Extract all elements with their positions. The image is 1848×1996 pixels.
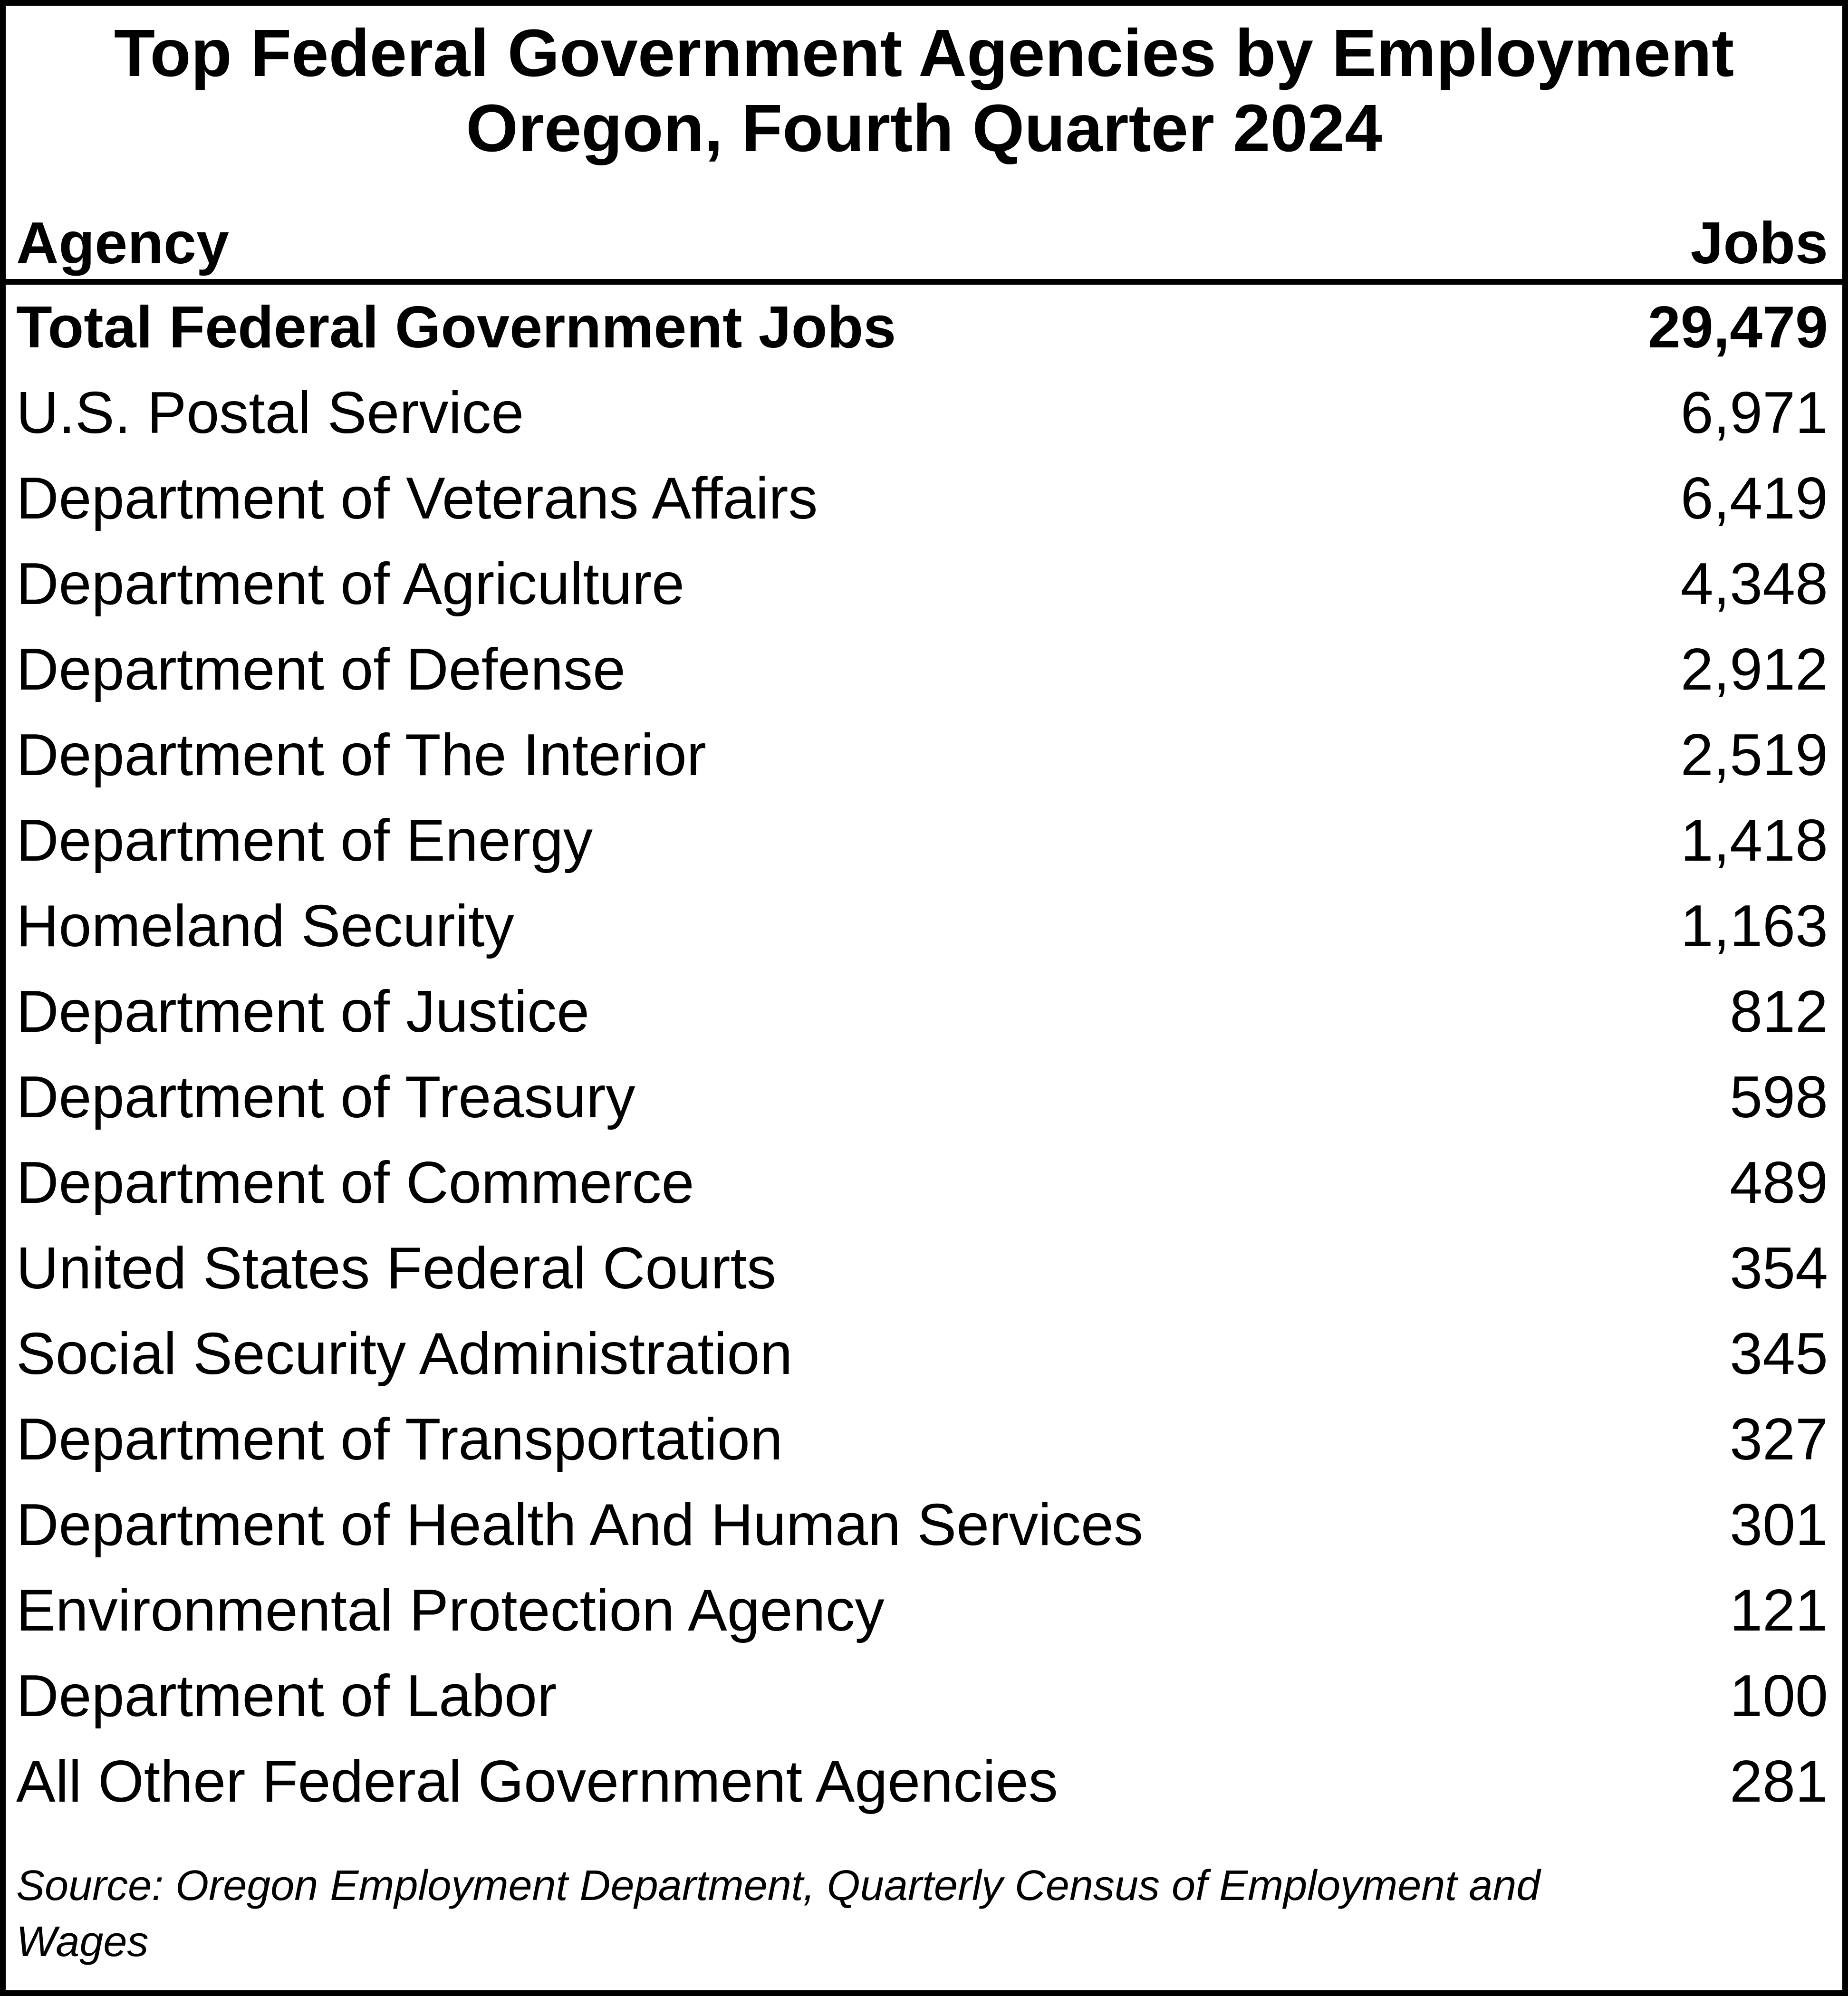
jobs-value-cell: 281 (1730, 1749, 1828, 1814)
jobs-value-cell: 354 (1730, 1236, 1828, 1301)
table-row: Department of Transportation 327 (6, 1397, 1842, 1482)
agency-name-cell: Department of Health And Human Services (16, 1492, 1143, 1558)
agency-name-cell: Homeland Security (16, 893, 514, 959)
table-row: All Other Federal Government Agencies 28… (6, 1739, 1842, 1824)
jobs-value-cell: 301 (1730, 1492, 1828, 1558)
jobs-value-cell: 100 (1730, 1663, 1828, 1729)
table-row: Department of Veterans Affairs 6,419 (6, 456, 1842, 541)
jobs-value-cell: 4,348 (1680, 551, 1828, 617)
table-row: Department of The Interior 2,519 (6, 712, 1842, 798)
agency-name-cell: Department of Agriculture (16, 551, 685, 617)
title-line-2: Oregon, Fourth Quarter 2024 (466, 90, 1382, 165)
table-row: United States Federal Courts 354 (6, 1226, 1842, 1311)
jobs-value-cell: 812 (1730, 979, 1828, 1045)
agency-name-cell: Department of Transportation (16, 1407, 783, 1472)
agency-name-cell: Total Federal Government Jobs (16, 295, 896, 360)
column-header-jobs: Jobs (1690, 211, 1828, 276)
jobs-value-cell: 121 (1730, 1578, 1828, 1643)
agency-name-cell: Department of Treasury (16, 1065, 635, 1130)
table-body: Total Federal Government Jobs 29,479 U.S… (6, 285, 1842, 1824)
table-row: Department of Treasury 598 (6, 1055, 1842, 1140)
agency-name-cell: Department of Commerce (16, 1150, 694, 1216)
source-note: Source: Oregon Employment Department, Qu… (6, 1858, 1842, 1970)
jobs-value-cell: 29,479 (1647, 295, 1828, 360)
source-note-line-1: Source: Oregon Employment Department, Qu… (16, 1862, 1540, 1910)
agency-name-cell: Department of The Interior (16, 722, 706, 788)
agency-name-cell: Department of Defense (16, 637, 626, 702)
source-note-line-2: Wages (16, 1918, 149, 1966)
jobs-value-cell: 1,163 (1680, 893, 1828, 959)
table-row: Homeland Security 1,163 (6, 883, 1842, 969)
table-row: Department of Energy 1,418 (6, 798, 1842, 883)
agency-name-cell: U.S. Postal Service (16, 380, 524, 446)
table-row: Social Security Administration 345 (6, 1311, 1842, 1397)
jobs-value-cell: 2,519 (1680, 722, 1828, 788)
agency-name-cell: Department of Veterans Affairs (16, 466, 818, 531)
agency-name-cell: All Other Federal Government Agencies (16, 1749, 1058, 1814)
agency-name-cell: Social Security Administration (16, 1321, 793, 1387)
jobs-value-cell: 489 (1730, 1150, 1828, 1216)
jobs-value-cell: 345 (1730, 1321, 1828, 1387)
agency-name-cell: Department of Justice (16, 979, 590, 1045)
agency-name-cell: Environmental Protection Agency (16, 1578, 885, 1643)
jobs-value-cell: 598 (1730, 1065, 1828, 1130)
column-header-row: Agency Jobs (6, 208, 1842, 279)
jobs-value-cell: 327 (1730, 1407, 1828, 1472)
table-row: U.S. Postal Service 6,971 (6, 370, 1842, 456)
jobs-value-cell: 1,418 (1680, 808, 1828, 873)
jobs-value-cell: 6,971 (1680, 380, 1828, 446)
table-row: Department of Agriculture 4,348 (6, 541, 1842, 627)
jobs-value-cell: 2,912 (1680, 637, 1828, 702)
table-row: Department of Labor 100 (6, 1653, 1842, 1739)
column-header-agency: Agency (16, 211, 229, 276)
table-row: Department of Justice 812 (6, 969, 1842, 1055)
table-row: Environmental Protection Agency 121 (6, 1568, 1842, 1653)
title-line-1: Top Federal Government Agencies by Emplo… (114, 15, 1734, 90)
table-row: Department of Commerce 489 (6, 1140, 1842, 1226)
table-row: Department of Defense 2,912 (6, 627, 1842, 712)
table-title: Top Federal Government Agencies by Emplo… (6, 6, 1842, 165)
table-row: Department of Health And Human Services … (6, 1482, 1842, 1568)
agency-name-cell: Department of Energy (16, 808, 593, 873)
jobs-value-cell: 6,419 (1680, 466, 1828, 531)
agency-name-cell: United States Federal Courts (16, 1236, 776, 1301)
header-separator-rule (6, 279, 1842, 285)
agency-name-cell: Department of Labor (16, 1663, 557, 1729)
table-row: Total Federal Government Jobs 29,479 (6, 285, 1842, 370)
